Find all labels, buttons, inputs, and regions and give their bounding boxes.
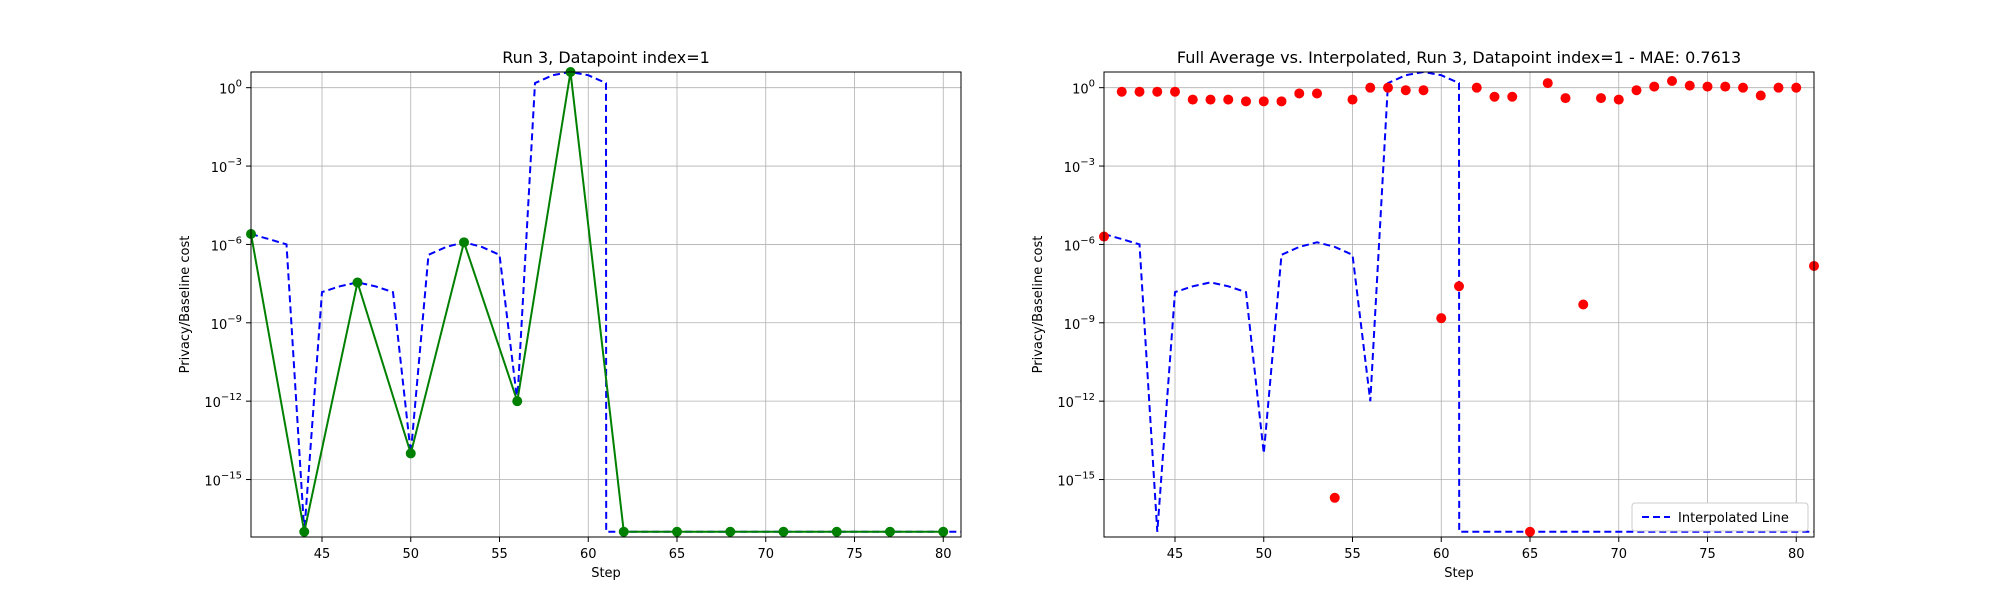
plot-frame <box>250 71 962 538</box>
y-tick-label: 10−3 <box>211 157 242 176</box>
data-point <box>1276 96 1287 107</box>
data-point <box>1116 86 1127 97</box>
y-tick-label: 10−15 <box>204 471 242 490</box>
chart-title: Full Average vs. Interpolated, Run 3, Da… <box>1177 48 1741 67</box>
data-point <box>1454 281 1464 292</box>
x-tick-label: 80 <box>1788 547 1805 562</box>
x-tick-label: 70 <box>1610 547 1627 562</box>
interpolated-line <box>1104 72 1814 533</box>
data-point <box>352 277 363 288</box>
data-point <box>725 526 736 537</box>
data-point <box>1667 76 1677 87</box>
y-tick-label: 10−6 <box>1064 235 1095 254</box>
y-tick-label: 10−12 <box>1057 392 1095 411</box>
data-point <box>1187 94 1198 105</box>
x-tick-label: 65 <box>669 547 686 562</box>
data-point <box>1134 86 1145 97</box>
data-point <box>1436 313 1447 324</box>
y-tick-label: 10−6 <box>211 235 242 254</box>
y-axis-label: Privacy/Baseline cost <box>1031 236 1046 374</box>
plot-frame <box>1103 71 1815 538</box>
data-point <box>1489 91 1500 102</box>
data-point <box>459 237 469 248</box>
data-point <box>1702 81 1713 92</box>
data-point <box>1170 86 1180 97</box>
data-point <box>1684 80 1695 91</box>
x-tick-label: 55 <box>1344 547 1361 562</box>
left-chart-panel: 45 50 55 60 65 70 75 80 100 10−3 10−6 10−9 10−12 10−1… <box>178 48 962 581</box>
data-point <box>1241 96 1251 107</box>
data-point <box>1560 93 1571 104</box>
data-point <box>1383 82 1393 93</box>
series-line <box>251 72 944 533</box>
x-tick-label: 80 <box>935 547 952 562</box>
y-tick-label: 100 <box>1072 79 1095 98</box>
data-point <box>1205 94 1216 105</box>
data-point <box>885 526 895 537</box>
x-tick-label: 45 <box>1167 547 1184 562</box>
data-point <box>1720 81 1731 92</box>
data-point <box>938 526 949 537</box>
data-point <box>1631 85 1642 96</box>
data-point <box>1755 90 1766 101</box>
data-point <box>1791 82 1802 93</box>
legend-label: Interpolated Line <box>1678 511 1789 526</box>
data-point <box>1258 96 1269 107</box>
data-point <box>1507 91 1518 102</box>
data-point <box>1578 299 1589 310</box>
legend <box>1631 502 1809 532</box>
data-point <box>1542 78 1553 89</box>
x-tick-label: 70 <box>757 547 774 562</box>
data-point <box>1471 82 1482 93</box>
y-tick-label: 10−9 <box>1064 314 1095 333</box>
y-tick-label: 10−15 <box>1057 471 1095 490</box>
x-tick-label: 45 <box>314 547 331 562</box>
data-point <box>1152 86 1163 97</box>
data-point <box>1365 82 1376 93</box>
chart-title: Run 3, Datapoint index=1 <box>502 48 710 67</box>
data-point <box>512 396 523 407</box>
data-point <box>1613 94 1624 105</box>
y-tick-label: 10−9 <box>211 314 242 333</box>
y-tick-label: 10−3 <box>1064 157 1095 176</box>
data-point <box>1418 85 1429 96</box>
x-tick-label: 60 <box>580 547 597 562</box>
x-tick-label: 50 <box>1255 547 1272 562</box>
data-point <box>299 526 310 537</box>
data-point <box>1525 526 1535 537</box>
data-point <box>1738 82 1748 93</box>
data-point <box>1773 82 1784 93</box>
x-tick-label: 60 <box>1433 547 1450 562</box>
data-point <box>1329 492 1340 503</box>
data-point <box>1312 88 1322 99</box>
data-point <box>1294 88 1305 99</box>
data-point <box>672 526 682 537</box>
x-tick-label: 75 <box>1699 547 1716 562</box>
x-tick-label: 50 <box>402 547 419 562</box>
data-point <box>405 448 416 459</box>
x-tick-label: 55 <box>491 547 508 562</box>
data-point <box>1649 81 1660 92</box>
y-axis-label: Privacy/Baseline cost <box>178 236 193 374</box>
data-point <box>618 526 629 537</box>
right-chart-panel: 45 50 55 60 65 70 75 80 100 10−3 10−6 10−9 10−12 10−1… <box>1031 48 1819 581</box>
y-tick-label: 100 <box>219 79 242 98</box>
x-axis-label: Step <box>591 566 621 581</box>
data-point <box>778 526 789 537</box>
x-tick-label: 75 <box>846 547 863 562</box>
x-tick-label: 65 <box>1522 547 1539 562</box>
x-axis-label: Step <box>1444 566 1474 581</box>
y-tick-label: 10−12 <box>204 392 242 411</box>
data-point <box>831 526 842 537</box>
data-point <box>1347 94 1358 105</box>
data-point <box>1400 85 1411 96</box>
data-point <box>1596 93 1606 104</box>
data-point <box>1223 94 1234 105</box>
